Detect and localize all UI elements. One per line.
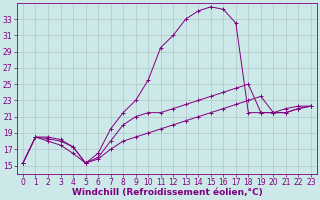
X-axis label: Windchill (Refroidissement éolien,°C): Windchill (Refroidissement éolien,°C) <box>72 188 262 197</box>
